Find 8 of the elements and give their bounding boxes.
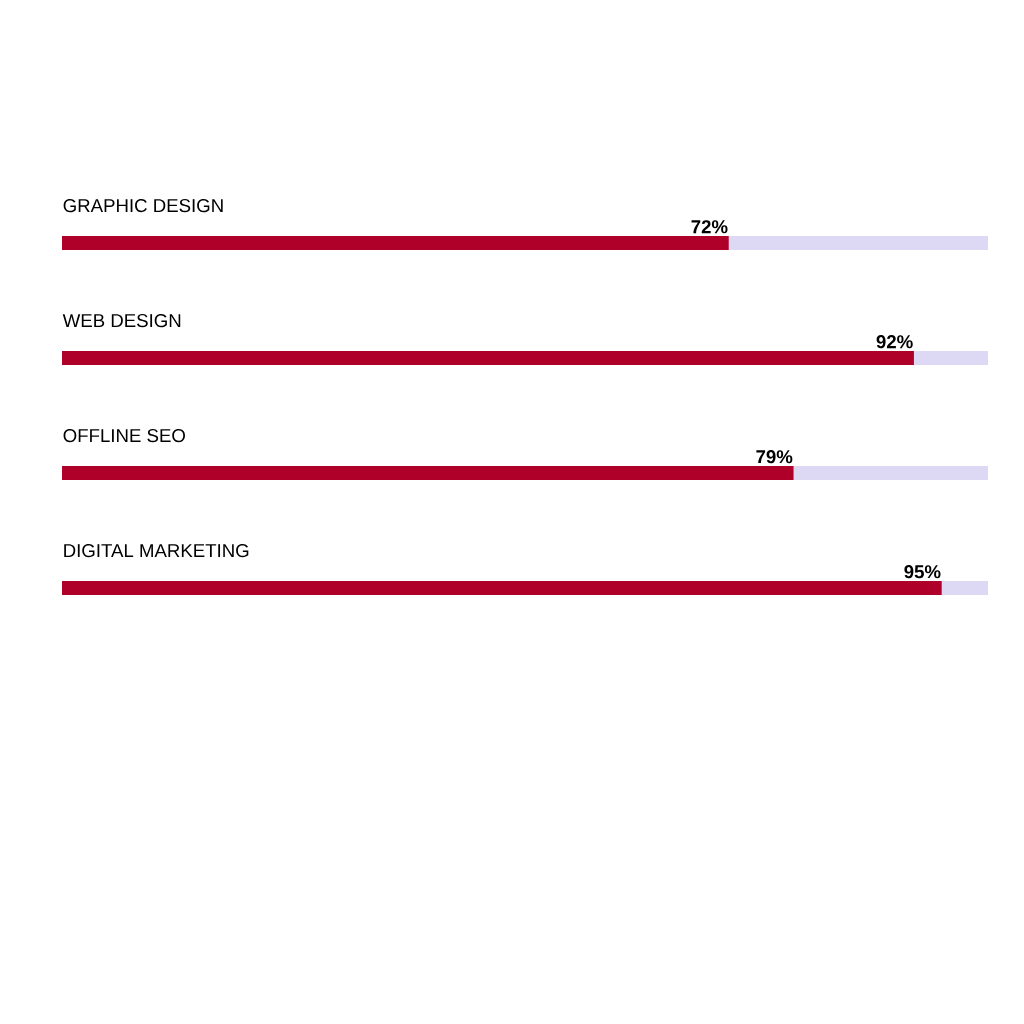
data-label: 72% (691, 220, 728, 234)
y-tick-label: OFFLINE SEO (63, 429, 185, 443)
data-label: 79% (756, 450, 793, 464)
y-tick-label: GRAPHIC DESIGN (63, 199, 223, 213)
y-tick-label: WEB DESIGN (62, 314, 181, 328)
y-tick-label: DIGITAL MARKETING (64, 543, 249, 558)
data-label: 95% (904, 565, 941, 579)
data-label: 92% (876, 335, 913, 349)
